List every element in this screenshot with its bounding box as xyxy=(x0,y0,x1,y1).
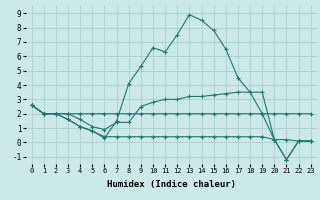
X-axis label: Humidex (Indice chaleur): Humidex (Indice chaleur) xyxy=(107,180,236,189)
